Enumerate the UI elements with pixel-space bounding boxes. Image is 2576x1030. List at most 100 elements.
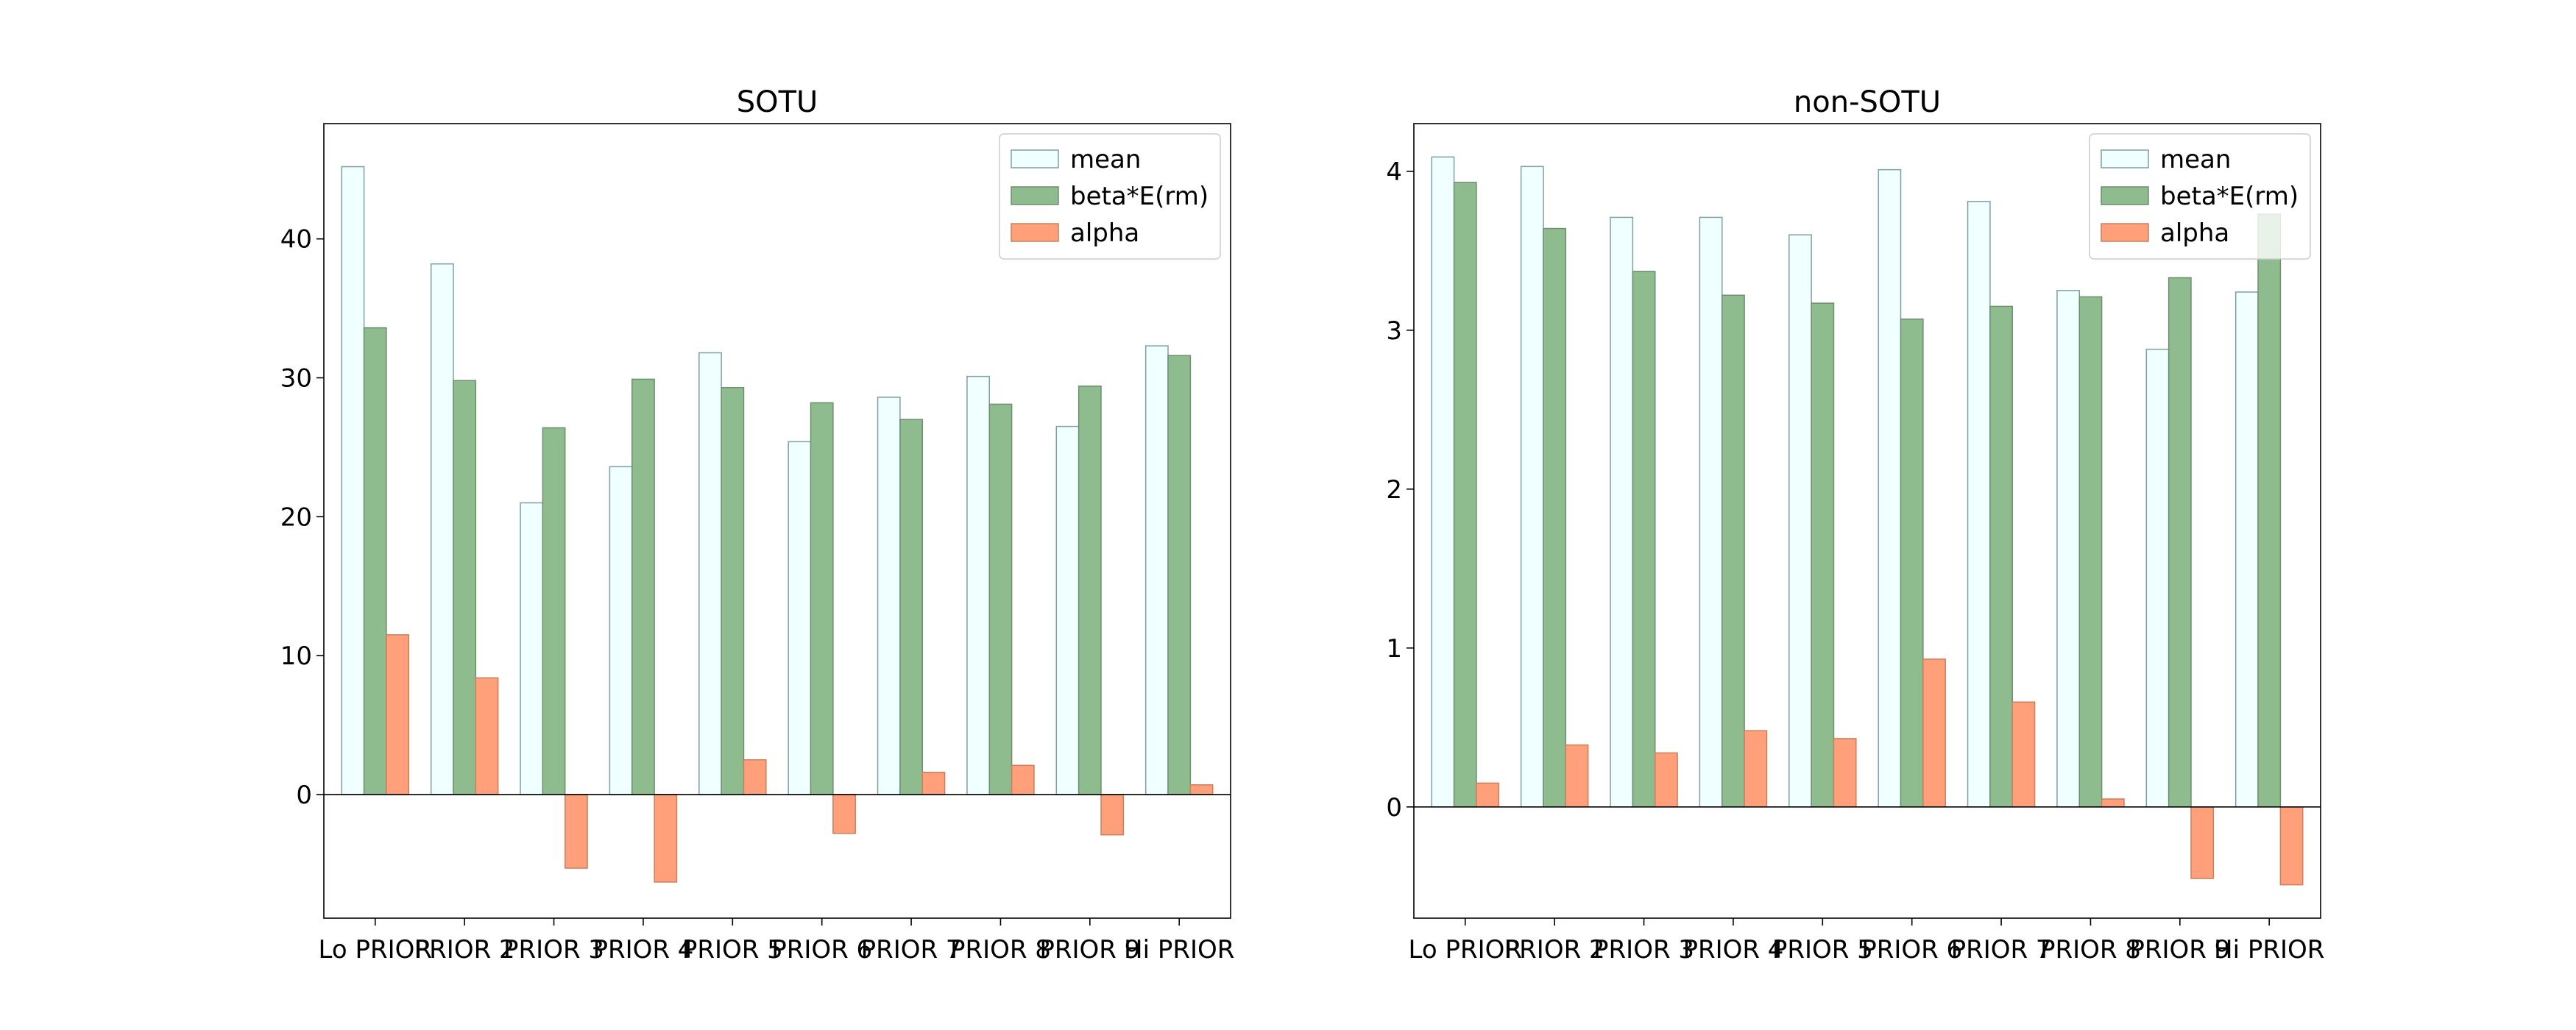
x-tick-label: Lo PRIOR (319, 935, 433, 965)
legend-swatch-alpha (1011, 223, 1059, 242)
x-tick-label: PRIOR 3 (503, 935, 604, 965)
y-tick-label: 30 (280, 364, 312, 394)
bar-alpha-2 (1565, 744, 1589, 808)
bar-alpha-9 (1100, 794, 1125, 836)
x-tick-label: PRIOR 4 (1682, 935, 1783, 965)
bar-beta-e-rm--4 (631, 378, 655, 795)
bar-beta-e-rm--8 (988, 403, 1013, 795)
bar-alpha-6 (832, 794, 856, 834)
bar-mean-7 (1967, 201, 1991, 808)
bar-alpha-3 (564, 794, 588, 869)
chart-title: non-SOTU (1794, 85, 1941, 119)
bar-beta-e-rm--2 (453, 380, 477, 795)
x-tick-label: PRIOR 6 (1861, 935, 1962, 965)
bar-alpha-5 (743, 759, 767, 795)
bar-mean-7 (877, 397, 901, 795)
bar-alpha-3 (1654, 752, 1678, 808)
x-tick-label: PRIOR 6 (771, 935, 872, 965)
y-tick-label: 4 (1386, 157, 1402, 187)
bar-beta-e-rm--9 (2168, 277, 2192, 808)
bar-alpha-4 (1744, 730, 1768, 808)
bar-beta-e-rm--10 (1167, 355, 1192, 795)
x-tick-label: PRIOR 2 (1504, 935, 1605, 965)
bar-alpha-9 (2190, 806, 2215, 879)
legend-label-alpha: alpha (2160, 219, 2229, 248)
bar-alpha-7 (2011, 701, 2036, 808)
legend-label-mean: mean (1070, 145, 1141, 174)
bar-beta-e-rm--2 (1543, 227, 1567, 808)
x-tick-label: PRIOR 8 (950, 935, 1051, 965)
legend-swatch-alpha (2101, 223, 2149, 242)
bar-beta-e-rm--3 (542, 427, 566, 795)
bar-beta-e-rm--5 (721, 386, 745, 795)
y-tick-label: 10 (280, 642, 312, 671)
bar-mean-5 (1788, 234, 1812, 808)
bar-beta-e-rm--7 (1989, 305, 2013, 808)
bar-mean-5 (698, 352, 722, 795)
bar-beta-e-rm--7 (899, 419, 923, 795)
series-beta-e-rm- (1453, 182, 2282, 808)
legend: mean beta*E(rm) alpha (999, 133, 1221, 260)
x-tick-label: Lo PRIOR (1409, 935, 1523, 965)
x-tick-label: PRIOR 7 (1951, 935, 2052, 965)
bar-mean-10 (2234, 291, 2259, 808)
bar-alpha-1 (1476, 782, 1500, 808)
bar-mean-9 (2145, 348, 2170, 808)
x-tick-label: PRIOR 9 (2129, 935, 2230, 965)
bar-beta-e-rm--3 (1632, 271, 1656, 808)
bar-mean-3 (520, 502, 544, 795)
x-tick-label: PRIOR 5 (682, 935, 783, 965)
legend-label-beta-e-rm-: beta*E(rm) (2160, 182, 2299, 211)
x-tick-label: PRIOR 7 (861, 935, 962, 965)
bar-beta-e-rm--6 (810, 402, 834, 795)
y-tick-label: 0 (296, 781, 312, 810)
bar-mean-8 (966, 375, 991, 795)
bar-mean-4 (1699, 216, 1723, 808)
legend-swatch-mean (1011, 149, 1059, 168)
bar-beta-e-rm--1 (1453, 182, 1477, 808)
legend-swatch-beta-e-rm- (2101, 186, 2149, 205)
bar-mean-2 (1520, 166, 1544, 808)
bar-beta-e-rm--8 (2078, 296, 2103, 808)
bar-alpha-10 (1189, 784, 1214, 795)
bar-alpha-8 (1011, 764, 1035, 795)
bar-alpha-7 (921, 771, 946, 795)
bar-mean-9 (1055, 425, 1080, 795)
bar-alpha-10 (2279, 806, 2304, 886)
bar-alpha-4 (654, 794, 678, 883)
x-tick-label: PRIOR 9 (1039, 935, 1140, 965)
series-mean (341, 166, 1169, 795)
y-tick-label: 0 (1386, 793, 1402, 823)
axes-frame (1413, 123, 2321, 919)
x-tick-label: Hi PRIOR (1124, 935, 1234, 965)
legend: mean beta*E(rm) alpha (2089, 133, 2311, 260)
bar-beta-e-rm--1 (363, 327, 387, 795)
bar-alpha-8 (2101, 798, 2125, 808)
bar-alpha-2 (475, 677, 499, 795)
x-tick-label: PRIOR 5 (1772, 935, 1873, 965)
bar-beta-e-rm--9 (1078, 386, 1102, 795)
bar-mean-10 (1144, 345, 1169, 795)
series-alpha (386, 634, 1214, 883)
x-tick-label: Hi PRIOR (2214, 935, 2324, 965)
y-tick-label: 3 (1386, 316, 1402, 346)
bar-beta-e-rm--5 (1811, 302, 1835, 808)
x-tick-label: PRIOR 4 (592, 935, 693, 965)
y-tick-label: 2 (1386, 475, 1402, 505)
bar-mean-1 (341, 166, 365, 795)
bar-mean-1 (1431, 156, 1455, 808)
x-tick-label: PRIOR 8 (2040, 935, 2141, 965)
y-tick-label: 1 (1386, 634, 1402, 664)
bar-alpha-6 (1922, 658, 1946, 808)
bar-mean-4 (609, 466, 633, 795)
bar-mean-3 (1610, 216, 1634, 808)
bar-mean-2 (430, 263, 454, 795)
bar-mean-6 (1878, 168, 1902, 808)
bar-beta-e-rm--10 (2257, 213, 2282, 808)
legend-label-alpha: alpha (1070, 219, 1139, 248)
bar-mean-6 (788, 441, 812, 795)
chart-title: SOTU (737, 85, 818, 119)
